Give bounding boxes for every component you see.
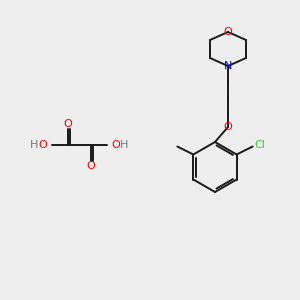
Text: O: O: [224, 122, 232, 132]
Text: O: O: [87, 161, 95, 171]
Text: O: O: [224, 27, 232, 37]
Text: O: O: [111, 140, 120, 150]
Text: H: H: [120, 140, 128, 150]
Text: H: H: [30, 140, 38, 150]
Text: N: N: [224, 61, 232, 71]
Text: O: O: [38, 140, 47, 150]
Text: Cl: Cl: [254, 140, 265, 151]
Text: O: O: [64, 119, 72, 129]
